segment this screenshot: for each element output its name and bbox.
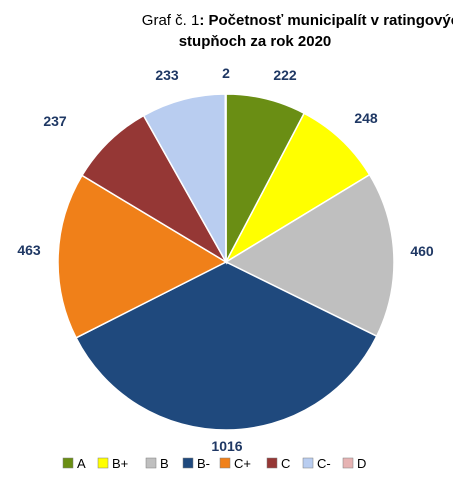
data-label: 463 [17,242,41,258]
data-label: 460 [410,243,434,259]
chart-title-main: : Početnosť municipalít v ratingových [199,12,453,29]
data-label: 237 [43,113,67,129]
data-label: 1016 [211,438,242,454]
legend-swatch [97,457,109,469]
pie-slice-c-plus [57,174,228,339]
legend-swatch [182,457,194,469]
chart-title-line1: Graf č. 1: Početnosť municipalít v ratin… [142,12,453,29]
pie-slice-d [224,93,227,263]
legend-label: C- [317,456,331,471]
pie-slices [57,93,395,431]
data-label: 2 [222,65,230,81]
legend-label: A [77,456,86,471]
legend-swatch [62,457,74,469]
legend-label: D [357,456,366,471]
pie-slice-b-minus [75,261,378,431]
legend-swatch [302,457,314,469]
legend-swatch [266,457,278,469]
chart-title-prefix: Graf č. 1 [142,12,200,29]
data-label: 233 [155,67,179,83]
legend-swatch [342,457,354,469]
legend-label: C+ [234,456,251,471]
pie-slice-c [81,114,229,265]
pie-slice-b [224,173,395,338]
legend-label: B [160,456,169,471]
legend: A B+ B B- C+ C C- D [62,456,366,471]
data-label: 248 [354,110,378,126]
legend-label: B- [197,456,210,471]
legend-label: B+ [112,456,128,471]
pie-slice-b-plus [224,112,371,265]
chart-title-line2: stupňoch za rok 2020 [179,33,332,50]
legend-label: C [281,456,290,471]
data-label: 222 [273,67,297,83]
legend-swatch [219,457,231,469]
legend-swatch [145,457,157,469]
data-labels: 222 248 460 1016 463 237 233 2 [17,65,434,454]
